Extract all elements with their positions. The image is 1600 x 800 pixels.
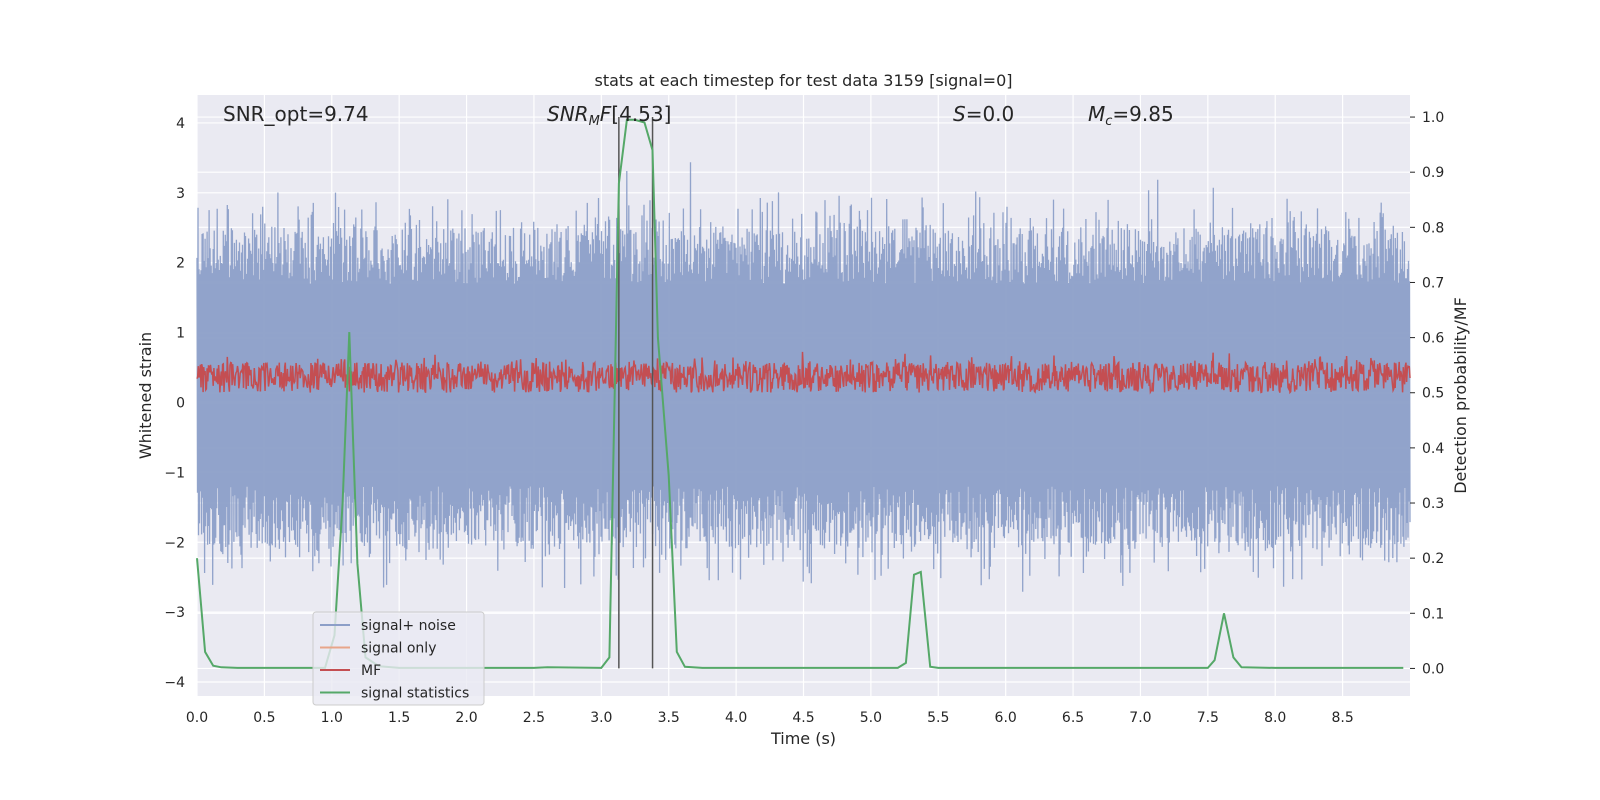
x-tick-label: 8.0 (1264, 710, 1286, 726)
y-tick-label-right: 0.3 (1422, 496, 1444, 512)
x-tick-label: 2.0 (455, 710, 477, 726)
y-tick-label-left: 3 (176, 186, 185, 202)
legend-label: signal+ noise (361, 618, 456, 634)
x-tick-label: 0.5 (253, 710, 275, 726)
annotation-snr-mf-value: [4.53] (611, 102, 671, 126)
legend-label: signal only (361, 641, 436, 657)
x-tick-label: 3.5 (658, 710, 680, 726)
x-tick-label: 0.0 (186, 710, 208, 726)
x-tick-label: 4.5 (792, 710, 814, 726)
series-signal-noise (196, 162, 1411, 592)
legend-label: signal statistics (361, 686, 469, 702)
annotation-mc: Mc=9.85 (1088, 102, 1174, 129)
x-tick-label: 7.0 (1129, 710, 1151, 726)
x-axis-label: Time (s) (770, 729, 836, 748)
x-tick-label: 5.5 (927, 710, 949, 726)
y-tick-label-right: 0.9 (1422, 165, 1444, 181)
y-tick-label-left: 4 (176, 116, 185, 132)
legend: signal+ noise signal only MF signal statist… (312, 611, 485, 706)
x-tick-label: 7.5 (1197, 710, 1219, 726)
annotation-snr-opt: SNR_opt=9.74 (223, 102, 369, 126)
y-tick-label-right: 0.6 (1422, 331, 1444, 347)
y-tick-label-right: 1.0 (1422, 110, 1444, 126)
y-tick-label-left: 2 (176, 256, 185, 272)
y-tick-label-right: 0.4 (1422, 441, 1444, 457)
x-tick-label: 6.5 (1062, 710, 1084, 726)
y-axis-right-ticks: 1.0 0.9 0.8 0.7 0.6 0.5 0.4 0.3 0.2 0.1 0.0 (1410, 110, 1444, 677)
x-tick-label: 8.5 (1331, 710, 1353, 726)
x-tick-label: 6.0 (995, 710, 1017, 726)
annotations: SNR_opt=9.74 SNRMF[4.53] S=0.0 Mc=9.85 (223, 102, 1174, 129)
series-mf (196, 351, 1411, 395)
x-axis-ticks: 0.0 0.5 1.0 1.5 2.0 2.5 3.0 3.5 4.0 4.5 5.0 5.5 6.0 6… (186, 710, 1354, 726)
annotation-mc-value: =9.85 (1112, 102, 1173, 126)
annotation-s: S=0.0 (953, 102, 1014, 126)
legend-label: MF (361, 663, 381, 679)
y-tick-label-right: 0.0 (1422, 661, 1444, 677)
legend-items: signal+ noise signal only MF signal statist… (320, 618, 469, 702)
x-tick-label: 1.5 (388, 710, 410, 726)
annotation-s-value: =0.0 (966, 102, 1015, 126)
y-tick-label-left: −1 (164, 465, 185, 481)
y-axis-left-label: Whitened strain (136, 332, 155, 459)
y-tick-label-left: 0 (176, 395, 185, 411)
y-axis-left-ticks: 4 3 2 1 0 −1 −2 −3 −4 (164, 116, 185, 691)
y-tick-label-right: 0.5 (1422, 386, 1444, 402)
x-tick-label: 5.0 (860, 710, 882, 726)
x-tick-label: 4.0 (725, 710, 747, 726)
y-tick-label-right: 0.2 (1422, 551, 1444, 567)
y-axis-right-label: Detection probability/MF (1451, 297, 1470, 494)
y-tick-label-right: 0.7 (1422, 275, 1444, 291)
legend-box (312, 611, 485, 706)
chart-title: stats at each timestep for test data 315… (594, 71, 1012, 90)
x-tick-label: 1.0 (321, 710, 343, 726)
y-tick-label-left: 1 (176, 326, 185, 342)
y-tick-label-right: 0.1 (1422, 606, 1444, 622)
y-tick-label-left: −2 (164, 535, 185, 551)
x-tick-label: 3.0 (590, 710, 612, 726)
y-tick-label-left: −3 (164, 605, 185, 621)
annotation-snr-mf: SNRMF[4.53] (547, 102, 671, 129)
y-tick-label-right: 0.8 (1422, 220, 1444, 236)
x-tick-label: 2.5 (523, 710, 545, 726)
y-tick-label-left: −4 (164, 675, 185, 691)
